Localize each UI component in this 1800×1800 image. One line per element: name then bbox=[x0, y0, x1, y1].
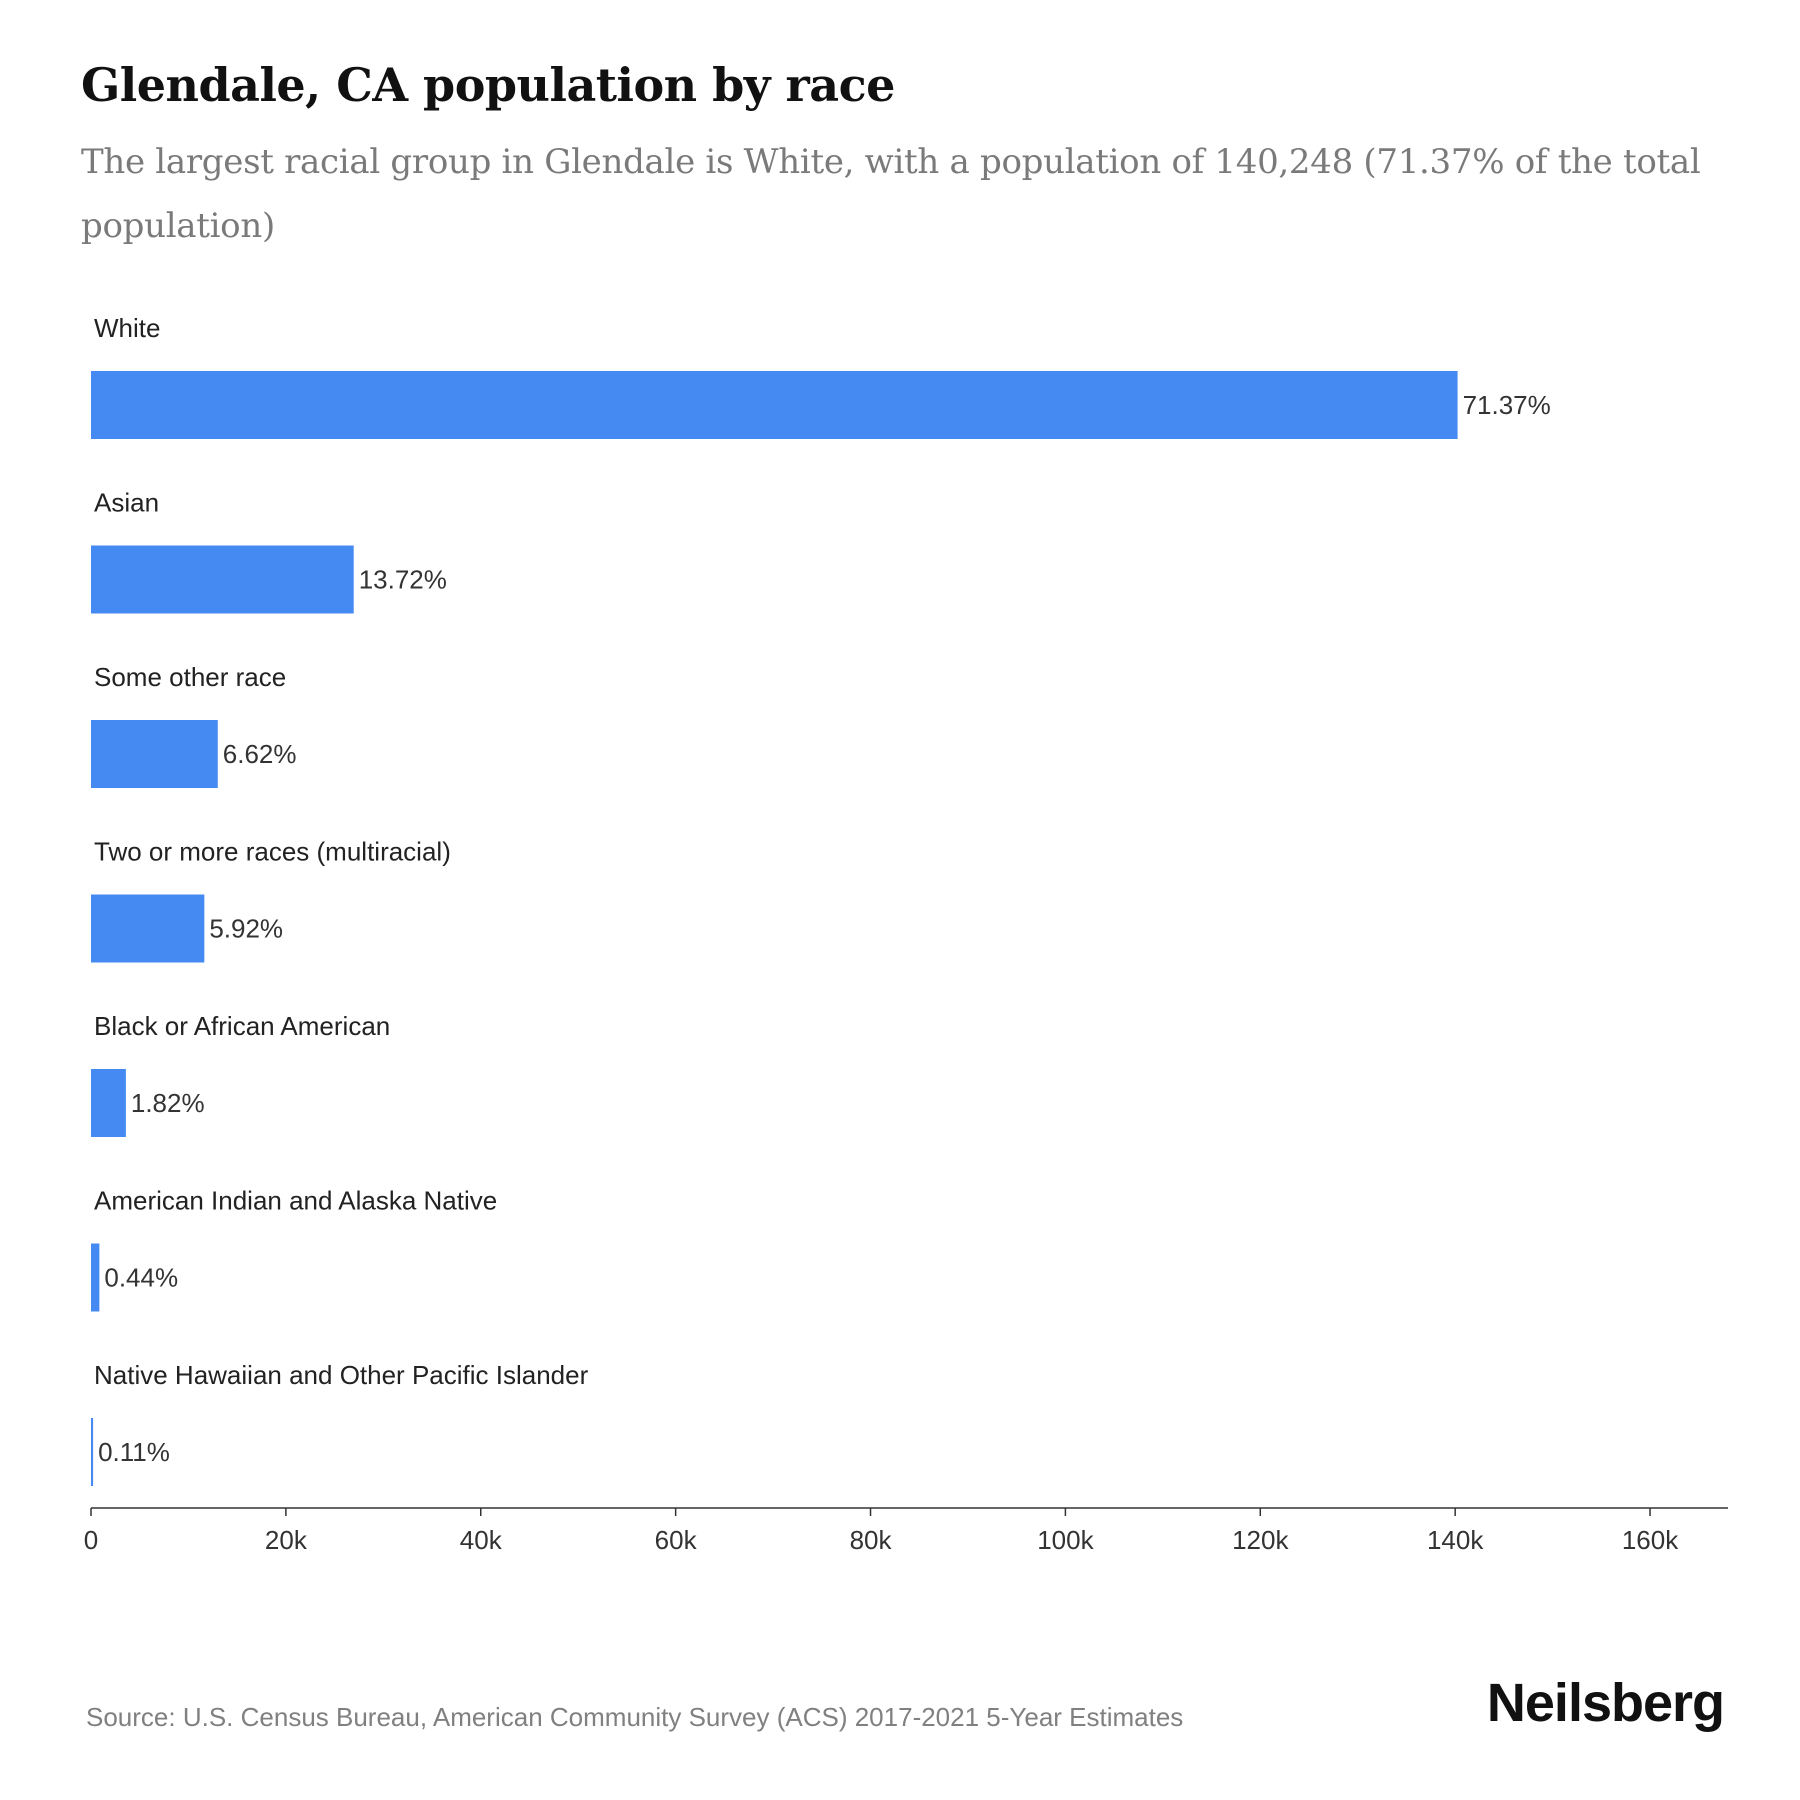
data-label: 13.72% bbox=[359, 565, 447, 595]
bar bbox=[91, 1243, 100, 1312]
category-label: Asian bbox=[94, 488, 159, 518]
data-label: 71.37% bbox=[1463, 390, 1551, 420]
data-label: 6.62% bbox=[223, 739, 297, 769]
category-label: American Indian and Alaska Native bbox=[94, 1186, 497, 1216]
data-label: 5.92% bbox=[209, 914, 283, 944]
category-label: White bbox=[94, 313, 160, 343]
category-label: Two or more races (multiracial) bbox=[94, 837, 451, 867]
category-label: Black or African American bbox=[94, 1011, 390, 1041]
chart-title: Glendale, CA population by race bbox=[81, 58, 895, 112]
x-tick-label: 20k bbox=[265, 1525, 308, 1555]
x-tick-label: 160k bbox=[1622, 1525, 1679, 1555]
bar bbox=[91, 1069, 126, 1137]
bar bbox=[91, 894, 205, 963]
bars-layer: White 71.37% Asian 13.72% Some other race 6.6… bbox=[91, 313, 1551, 1486]
data-label: 1.82% bbox=[131, 1088, 205, 1118]
x-axis: 0 20k 40k 60k 80k 100k 120k 140k 160k bbox=[84, 1507, 1728, 1555]
x-tick-label: 120k bbox=[1232, 1525, 1289, 1555]
x-tick-label: 0 bbox=[84, 1525, 98, 1555]
category-label: Some other race bbox=[94, 662, 286, 692]
x-tick-label: 40k bbox=[460, 1525, 503, 1555]
category-label: Native Hawaiian and Other Pacific Island… bbox=[94, 1360, 589, 1390]
bar-chart: White 71.37% Asian 13.72% Some other race 6.6… bbox=[84, 313, 1728, 1555]
chart-subtitle: The largest racial group in Glendale is … bbox=[81, 142, 1701, 246]
bar bbox=[91, 545, 354, 614]
x-tick-label: 100k bbox=[1037, 1525, 1094, 1555]
bar bbox=[91, 720, 218, 788]
x-tick-label: 80k bbox=[850, 1525, 893, 1555]
bar bbox=[91, 371, 1458, 439]
source-note: Source: U.S. Census Bureau, American Com… bbox=[86, 1702, 1184, 1732]
data-label: 0.44% bbox=[104, 1263, 178, 1293]
bar bbox=[91, 1418, 94, 1486]
x-tick-label: 140k bbox=[1427, 1525, 1484, 1555]
brand-logo: Neilsberg bbox=[1486, 1673, 1725, 1733]
x-tick-label: 60k bbox=[655, 1525, 698, 1555]
data-label: 0.11% bbox=[98, 1437, 170, 1467]
